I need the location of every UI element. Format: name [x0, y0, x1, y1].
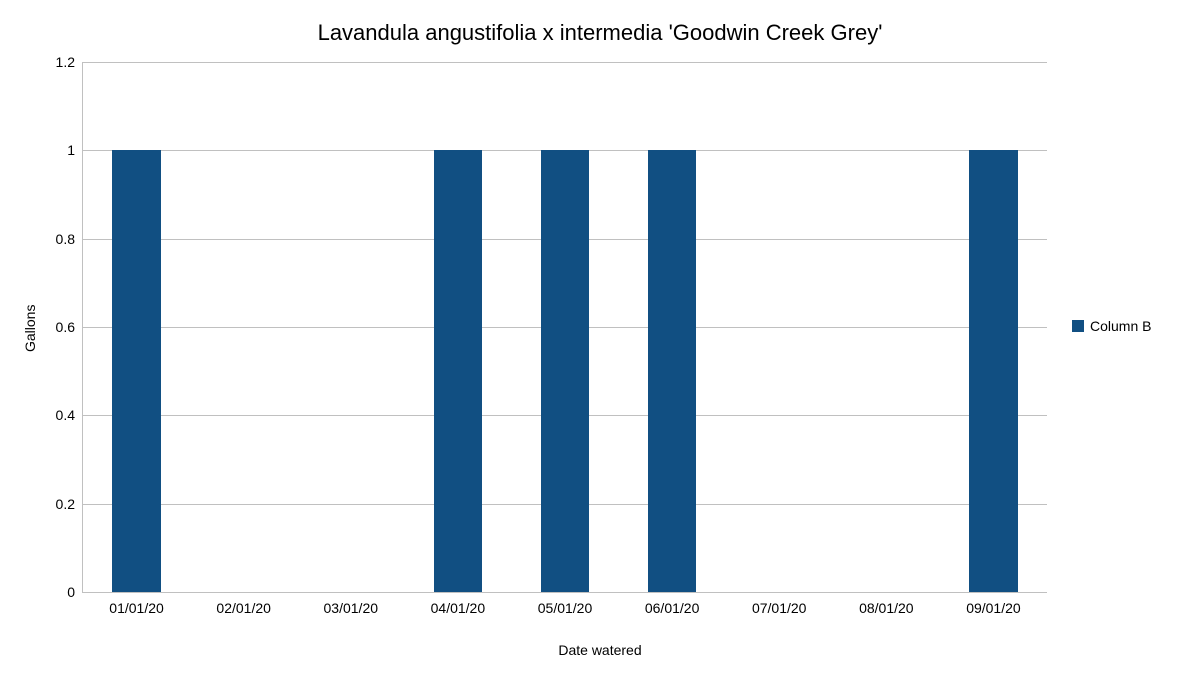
chart-container: Lavandula angustifolia x intermedia 'Goo…	[0, 0, 1200, 686]
y-tick-label: 0.6	[56, 319, 83, 335]
y-tick-label: 0.4	[56, 407, 83, 423]
plot-area: 00.20.40.60.811.201/01/2002/01/2003/01/2…	[82, 62, 1047, 593]
x-tick-label: 05/01/20	[538, 592, 593, 616]
x-tick-label: 09/01/20	[966, 592, 1021, 616]
y-tick-label: 0	[67, 584, 83, 600]
y-tick-label: 1.2	[56, 54, 83, 70]
x-tick-label: 06/01/20	[645, 592, 700, 616]
bar	[969, 150, 1017, 592]
y-tick-label: 0.2	[56, 496, 83, 512]
legend-swatch-icon	[1072, 320, 1084, 332]
y-tick-label: 0.8	[56, 231, 83, 247]
bar	[112, 150, 160, 592]
x-tick-label: 07/01/20	[752, 592, 807, 616]
x-tick-label: 01/01/20	[109, 592, 164, 616]
x-tick-label: 03/01/20	[324, 592, 379, 616]
legend: Column B	[1072, 318, 1151, 334]
bar	[434, 150, 482, 592]
x-axis-label: Date watered	[0, 642, 1200, 658]
chart-title: Lavandula angustifolia x intermedia 'Goo…	[0, 20, 1200, 46]
bar	[648, 150, 696, 592]
bar	[541, 150, 589, 592]
y-axis-label: Gallons	[22, 305, 38, 352]
x-tick-label: 08/01/20	[859, 592, 914, 616]
y-tick-label: 1	[67, 142, 83, 158]
x-tick-label: 04/01/20	[431, 592, 486, 616]
x-tick-label: 02/01/20	[216, 592, 271, 616]
gridline	[83, 62, 1047, 63]
legend-label: Column B	[1090, 318, 1151, 334]
